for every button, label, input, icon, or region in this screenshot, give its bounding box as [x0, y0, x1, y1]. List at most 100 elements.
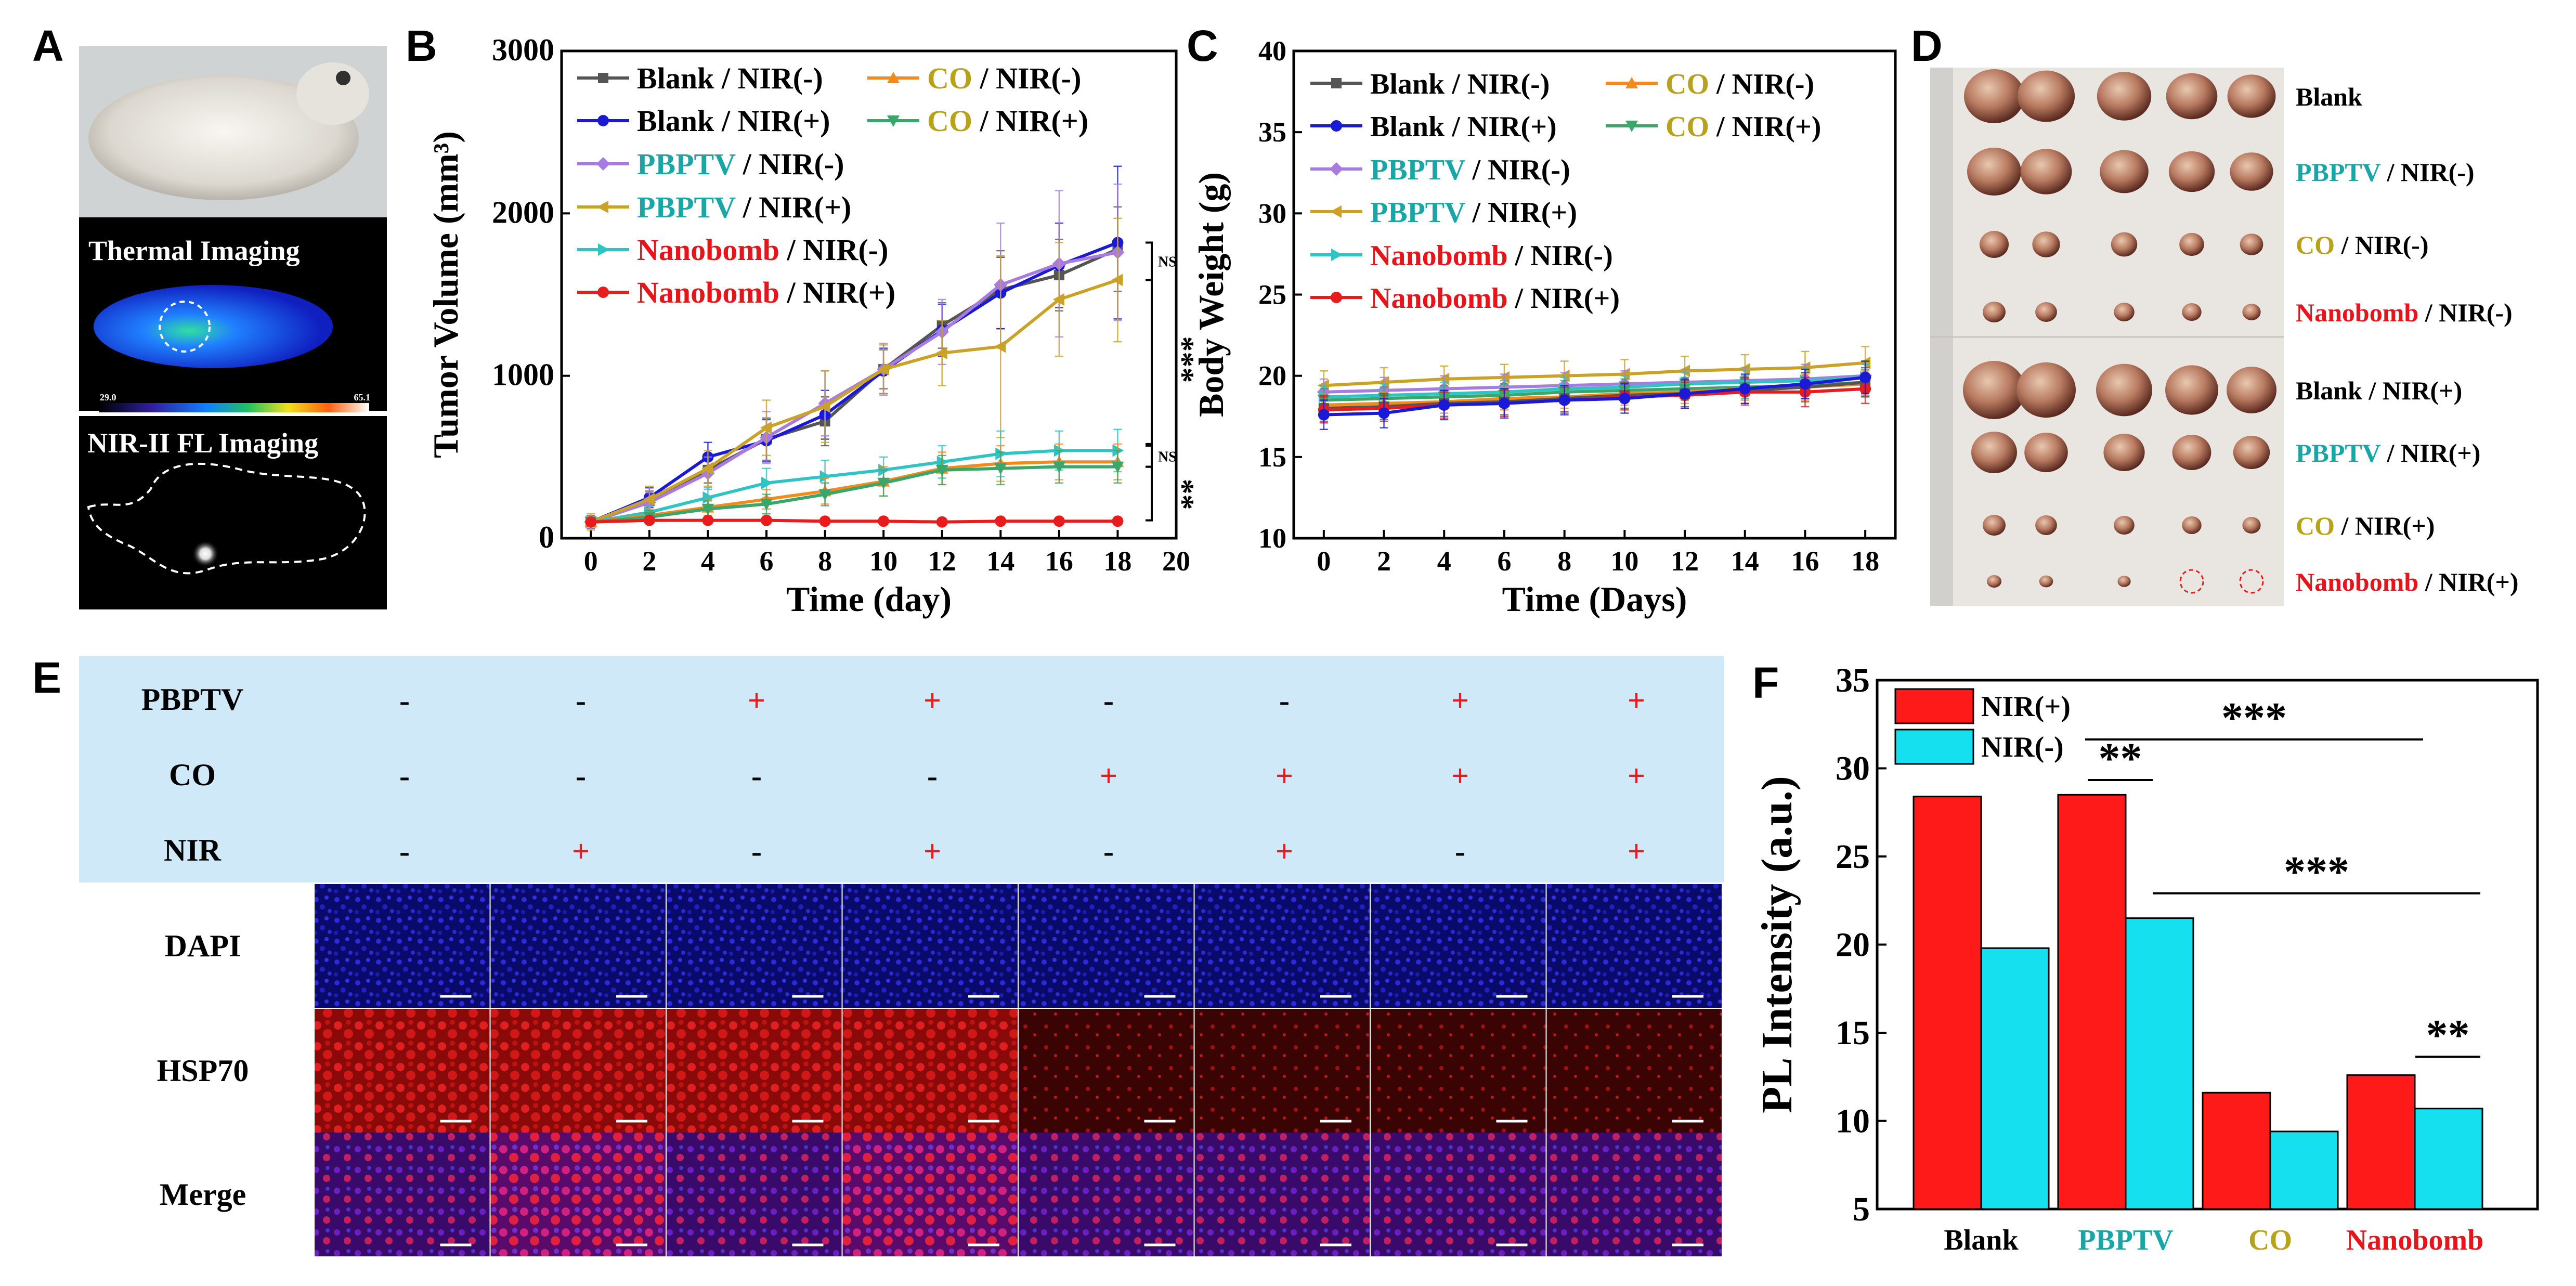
- series-line: [1323, 375, 1866, 417]
- series-line: [590, 449, 1118, 524]
- bar-nir-minus: [1980, 947, 2050, 1210]
- x-tick-label: 18: [1103, 545, 1131, 577]
- y-tick-label: 30: [1836, 750, 1870, 788]
- data-point: [643, 514, 655, 526]
- legend-marker: [1330, 205, 1342, 218]
- legend-label: PBPTV / NIR(+): [1370, 197, 1577, 229]
- tumor-specimen: [2016, 362, 2076, 418]
- x-tick-label: 10: [1610, 545, 1638, 577]
- bar-nir-plus: [1913, 796, 1982, 1210]
- data-point: [1679, 388, 1691, 400]
- legend-label: Blank / NIR(+): [1370, 111, 1557, 143]
- x-axis-label: Time (Days): [1502, 579, 1687, 619]
- y-tick-label: 15: [1258, 441, 1286, 473]
- data-point: [935, 464, 948, 476]
- x-axis-label: Time (day): [786, 579, 952, 619]
- temperature-colorbar: [99, 403, 369, 412]
- panel-label-d: D: [1911, 21, 1943, 70]
- data-point: [1378, 407, 1390, 419]
- data-point: [1859, 371, 1871, 383]
- tumor-specimen: [2172, 435, 2211, 470]
- condition-label-pbptv: PBPTV: [141, 682, 244, 717]
- data-point: [1619, 393, 1631, 405]
- legend-label: NIR(+): [1981, 691, 2071, 723]
- data-point: [760, 499, 773, 511]
- legend-label: Blank / NIR(-): [1370, 68, 1550, 100]
- condition-label-co: CO: [169, 758, 216, 792]
- colorbar-min-label: 29.0: [100, 392, 116, 402]
- legend-marker: [1331, 292, 1342, 303]
- y-axis-label: Tumor Volume (mm³): [426, 131, 465, 458]
- tumor-specimen: [1983, 302, 2006, 322]
- mouse-head: [296, 62, 369, 125]
- x-tick-label: 2: [1377, 545, 1391, 577]
- microscopy-tile: [490, 1009, 666, 1133]
- thermal-imaging-label: Thermal Imaging: [88, 235, 300, 266]
- x-tick-label: 12: [1671, 545, 1699, 577]
- y-axis-label: Body Weight (g): [1191, 172, 1231, 417]
- microscopy-tile: [667, 1009, 842, 1133]
- data-point: [935, 346, 947, 359]
- tumor-specimen: [2103, 434, 2145, 471]
- tumor-specimen: [2227, 367, 2276, 413]
- tumor-specimen: [2017, 70, 2075, 122]
- bar-nir-plus: [2057, 794, 2127, 1210]
- microscopy-tile: [1546, 884, 1722, 1008]
- microscopy-tile: [1371, 884, 1546, 1008]
- legend-marker: [598, 243, 609, 256]
- panel-d-tumor-photos: Blank PBPTV / NIR(-) CO / NIR(-) Nanobomb /…: [1930, 68, 2519, 606]
- tumor-specimen: [1967, 148, 2021, 196]
- x-tick-label: 8: [1557, 545, 1571, 577]
- microscopy-tile: [315, 1133, 490, 1256]
- legend-swatch: [1894, 688, 1974, 724]
- tumor-specimen: [2024, 433, 2068, 472]
- data-point: [994, 340, 1006, 353]
- tumor-specimen: [2100, 150, 2149, 193]
- mouse-photo: [88, 75, 359, 200]
- x-category-label: CO: [2248, 1224, 2292, 1256]
- bar-nir-minus: [2269, 1131, 2339, 1210]
- bar-nir-plus: [2202, 1092, 2271, 1210]
- condition-sign: +: [1276, 834, 1293, 868]
- x-tick-label: 14: [986, 545, 1014, 577]
- condition-sign: -: [1455, 834, 1465, 868]
- condition-sign: +: [923, 834, 941, 868]
- legend-label: Nanobomb / NIR(+): [1370, 282, 1620, 315]
- data-point: [1111, 461, 1124, 473]
- condition-sign: +: [1628, 683, 1645, 718]
- condition-sign: +: [1451, 683, 1469, 718]
- panel-label-c: C: [1187, 21, 1218, 70]
- stain-label-merge: Merge: [160, 1177, 246, 1212]
- tumor-specimen: [1980, 231, 2009, 258]
- nir-image-background: [79, 416, 387, 609]
- microscopy-tile: [1546, 1133, 1722, 1256]
- condition-sign: -: [576, 759, 586, 793]
- tumor-specimen: [1987, 575, 2001, 588]
- tumor-row-label: PBPTV / NIR(-): [2296, 158, 2475, 187]
- legend-label: CO / NIR(+): [927, 104, 1088, 138]
- y-tick-label: 25: [1836, 838, 1870, 876]
- tumor-specimen: [2168, 151, 2215, 192]
- panel-a: Thermal Imaging 29.0 65.1 NIR-II FL Imag…: [79, 46, 387, 609]
- nir-ii-imaging-label: NIR-II FL Imaging: [87, 427, 318, 459]
- series-line: [1323, 375, 1866, 399]
- microscopy-tile: [1194, 1133, 1370, 1256]
- x-tick-label: 20: [1162, 545, 1190, 577]
- legend-label: CO / NIR(-): [927, 61, 1081, 95]
- microscopy-tile: [842, 1133, 1018, 1256]
- y-tick-label: 20: [1258, 360, 1286, 392]
- legend-marker: [887, 72, 900, 83]
- bar-nir-minus: [2414, 1108, 2483, 1210]
- legend-label: Nanobomb / NIR(+): [637, 276, 895, 309]
- series-line: [590, 278, 1118, 524]
- legend-label: Nanobomb / NIR(-): [1370, 240, 1613, 272]
- mouse-ear: [336, 71, 350, 85]
- legend-marker: [596, 157, 610, 171]
- y-tick-label: 25: [1258, 279, 1286, 310]
- legend-marker: [597, 201, 608, 213]
- plot-frame: [560, 49, 1178, 540]
- legend-label: CO / NIR(+): [1666, 111, 1821, 143]
- tumor-specimen: [2035, 302, 2057, 322]
- tumor-row-label: CO / NIR(+): [2296, 511, 2435, 540]
- legend-marker: [1625, 121, 1638, 132]
